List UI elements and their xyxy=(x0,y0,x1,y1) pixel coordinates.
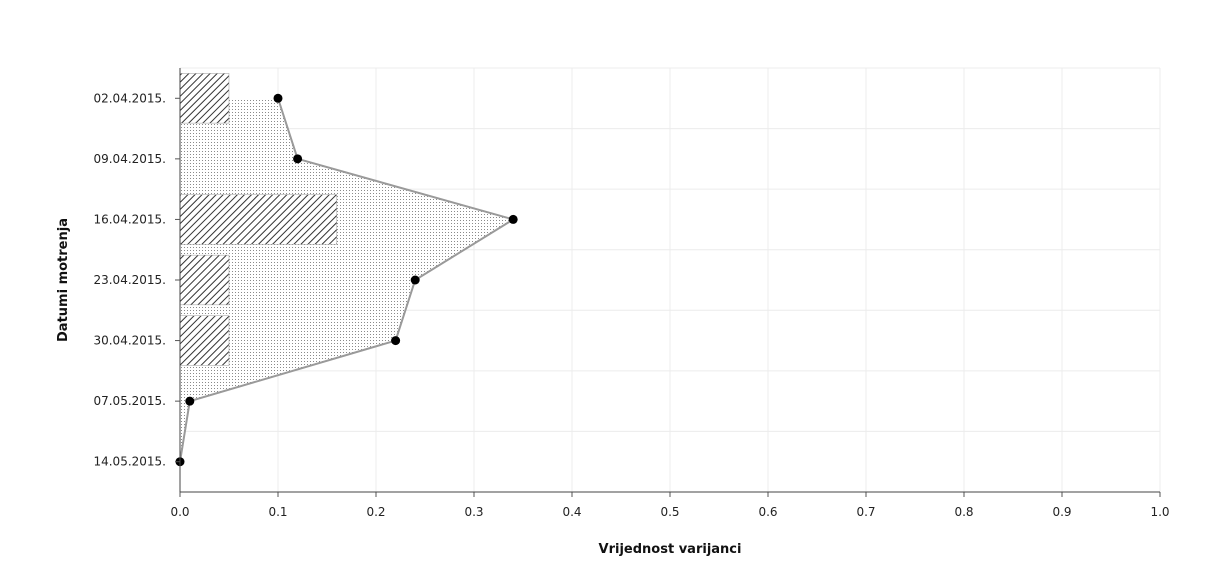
y-tick-label: 30.04.2015. xyxy=(93,334,166,348)
x-tick-label: 0.2 xyxy=(366,505,385,519)
bar xyxy=(179,73,230,124)
labels: Vrijednost varijanci Datumi motrenja xyxy=(56,218,741,557)
x-tick-label: 0.4 xyxy=(562,505,581,519)
data-point xyxy=(410,275,420,285)
data-point xyxy=(273,93,283,103)
y-tick-label: 14.05.2015. xyxy=(93,455,166,469)
x-tick-label: 0.1 xyxy=(268,505,287,519)
bar xyxy=(179,194,338,245)
x-tick-label: 0.3 xyxy=(464,505,483,519)
x-tick-label: 0.5 xyxy=(660,505,679,519)
data-point xyxy=(391,336,401,346)
data-point xyxy=(293,154,303,164)
x-tick-label: 0.9 xyxy=(1052,505,1071,519)
x-tick-label: 1.0 xyxy=(1150,505,1169,519)
x-tick-label: 0.0 xyxy=(170,505,189,519)
data-point xyxy=(185,396,195,406)
bars xyxy=(179,73,338,366)
data-point xyxy=(508,214,518,224)
x-tick-label: 0.6 xyxy=(758,505,777,519)
area-layer xyxy=(180,98,514,462)
y-axis-title: Datumi motrenja xyxy=(56,218,71,342)
x-tick-label: 0.7 xyxy=(856,505,875,519)
y-tick-label: 09.04.2015. xyxy=(93,152,166,166)
y-tick-label: 16.04.2015. xyxy=(93,212,166,226)
bar xyxy=(179,315,230,366)
y-tick-label: 23.04.2015. xyxy=(93,273,166,287)
area-fill xyxy=(180,98,514,462)
y-tick-label: 02.04.2015. xyxy=(93,91,166,105)
points xyxy=(175,93,518,467)
x-tick-label: 0.8 xyxy=(954,505,973,519)
x-axis-title: Vrijednost varijanci xyxy=(599,542,742,557)
y-tick-label: 07.05.2015. xyxy=(93,394,166,408)
bar xyxy=(179,254,230,306)
axes: 0.0 0.1 0.2 0.3 0.4 0.5 0.6 0.7 0.8 0.9 1.0 02.04.2… xyxy=(93,68,1170,519)
